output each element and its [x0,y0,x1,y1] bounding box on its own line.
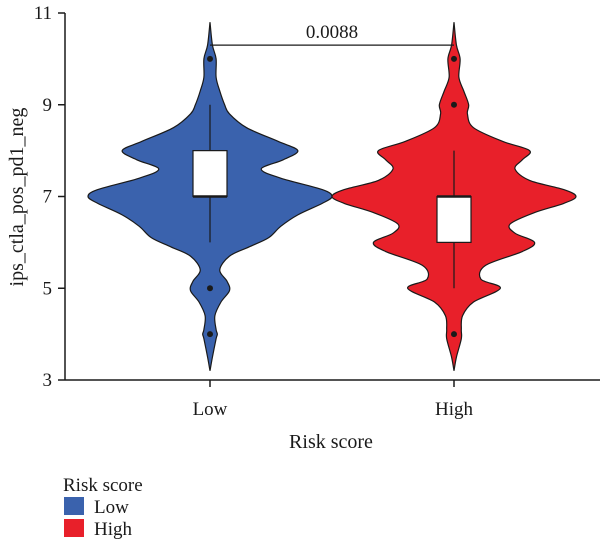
y-axis-title: ips_ctla_pos_pd1_neg [6,108,28,287]
violin-group-low [87,22,333,371]
y-tick-label: 9 [43,95,53,116]
violins [87,22,577,371]
y-ticks: 3 5 7 9 11 [34,3,65,391]
legend-swatch-high [64,519,84,537]
y-tick-label: 11 [34,3,52,24]
box [436,195,472,243]
comparison-label: 0.0088 [306,22,358,43]
x-tick-label: High [435,399,474,420]
outlier-point [207,285,213,292]
outlier-point [451,55,457,62]
legend-title: Risk score [63,475,143,496]
x-axis-title: Risk score [289,431,373,453]
x-tick-label: Low [193,399,228,420]
y-tick-label: 5 [43,278,53,299]
legend-label-low: Low [94,497,129,518]
x-ticks: Low High [193,380,474,420]
legend: Risk score Low High [63,475,143,540]
y-tick-label: 3 [43,370,53,391]
violin-group-high [331,22,577,371]
legend-swatch-low [64,497,84,515]
y-tick-label: 7 [43,187,53,208]
outlier-point [207,55,213,62]
outlier-point [451,331,457,338]
outlier-point [207,331,213,338]
outlier-point [451,101,457,108]
legend-label-high: High [94,519,133,540]
box [192,150,228,198]
